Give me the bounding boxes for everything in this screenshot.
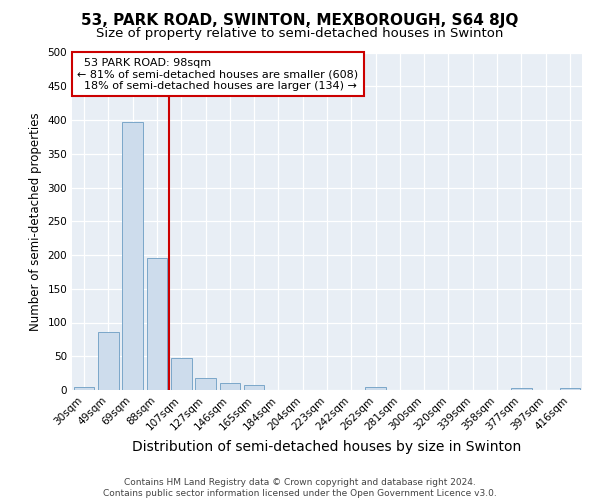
Bar	[244, 386, 265, 390]
Bar	[560, 388, 580, 390]
Text: Contains HM Land Registry data © Crown copyright and database right 2024.
Contai: Contains HM Land Registry data © Crown c…	[103, 478, 497, 498]
Bar	[195, 378, 216, 390]
Bar	[365, 386, 386, 390]
Bar	[146, 258, 167, 390]
Bar	[122, 122, 143, 390]
Bar	[74, 386, 94, 390]
Bar	[220, 383, 240, 390]
Y-axis label: Number of semi-detached properties: Number of semi-detached properties	[29, 112, 42, 330]
Bar	[98, 332, 119, 390]
X-axis label: Distribution of semi-detached houses by size in Swinton: Distribution of semi-detached houses by …	[133, 440, 521, 454]
Text: 53, PARK ROAD, SWINTON, MEXBOROUGH, S64 8JQ: 53, PARK ROAD, SWINTON, MEXBOROUGH, S64 …	[82, 12, 518, 28]
Text: 53 PARK ROAD: 98sqm
← 81% of semi-detached houses are smaller (608)
  18% of sem: 53 PARK ROAD: 98sqm ← 81% of semi-detach…	[77, 58, 358, 91]
Bar	[171, 358, 191, 390]
Bar	[511, 388, 532, 390]
Text: Size of property relative to semi-detached houses in Swinton: Size of property relative to semi-detach…	[97, 28, 503, 40]
